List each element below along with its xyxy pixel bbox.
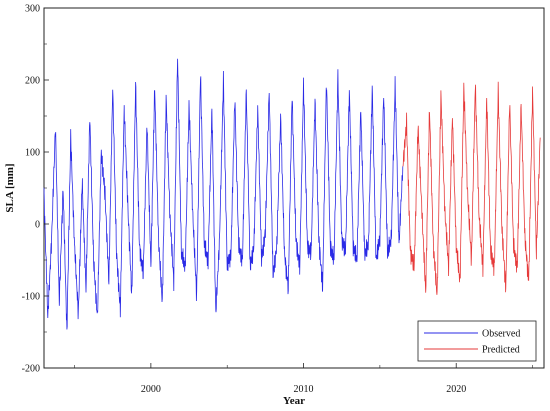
x-tick-label: 2010 bbox=[294, 384, 314, 395]
legend-label-predicted: Predicted bbox=[482, 345, 520, 356]
y-tick-label: 100 bbox=[25, 148, 40, 159]
y-tick-label: -100 bbox=[22, 292, 40, 303]
y-tick-label: 200 bbox=[25, 76, 40, 87]
x-axis-title: Year bbox=[283, 395, 305, 407]
legend-label-observed: Observed bbox=[482, 329, 520, 340]
series-line-predicted bbox=[402, 81, 541, 295]
x-tick-label: 2000 bbox=[141, 384, 161, 395]
legend-box bbox=[417, 320, 537, 362]
y-tick-label: 0 bbox=[35, 220, 40, 231]
x-tick-label: 2020 bbox=[446, 384, 466, 395]
legend: Observed Predicted bbox=[417, 320, 537, 362]
x-axis: 2000 2010 2020 bbox=[74, 363, 533, 395]
plot-area bbox=[43, 7, 545, 369]
y-tick-label: -200 bbox=[22, 364, 40, 375]
series-layer bbox=[43, 58, 541, 330]
y-axis-title: SLA [mm] bbox=[4, 163, 16, 212]
y-axis: -200 -100 0 100 200 300 bbox=[22, 4, 49, 375]
series-line-observed bbox=[43, 58, 404, 330]
y-tick-label: 300 bbox=[25, 4, 40, 15]
